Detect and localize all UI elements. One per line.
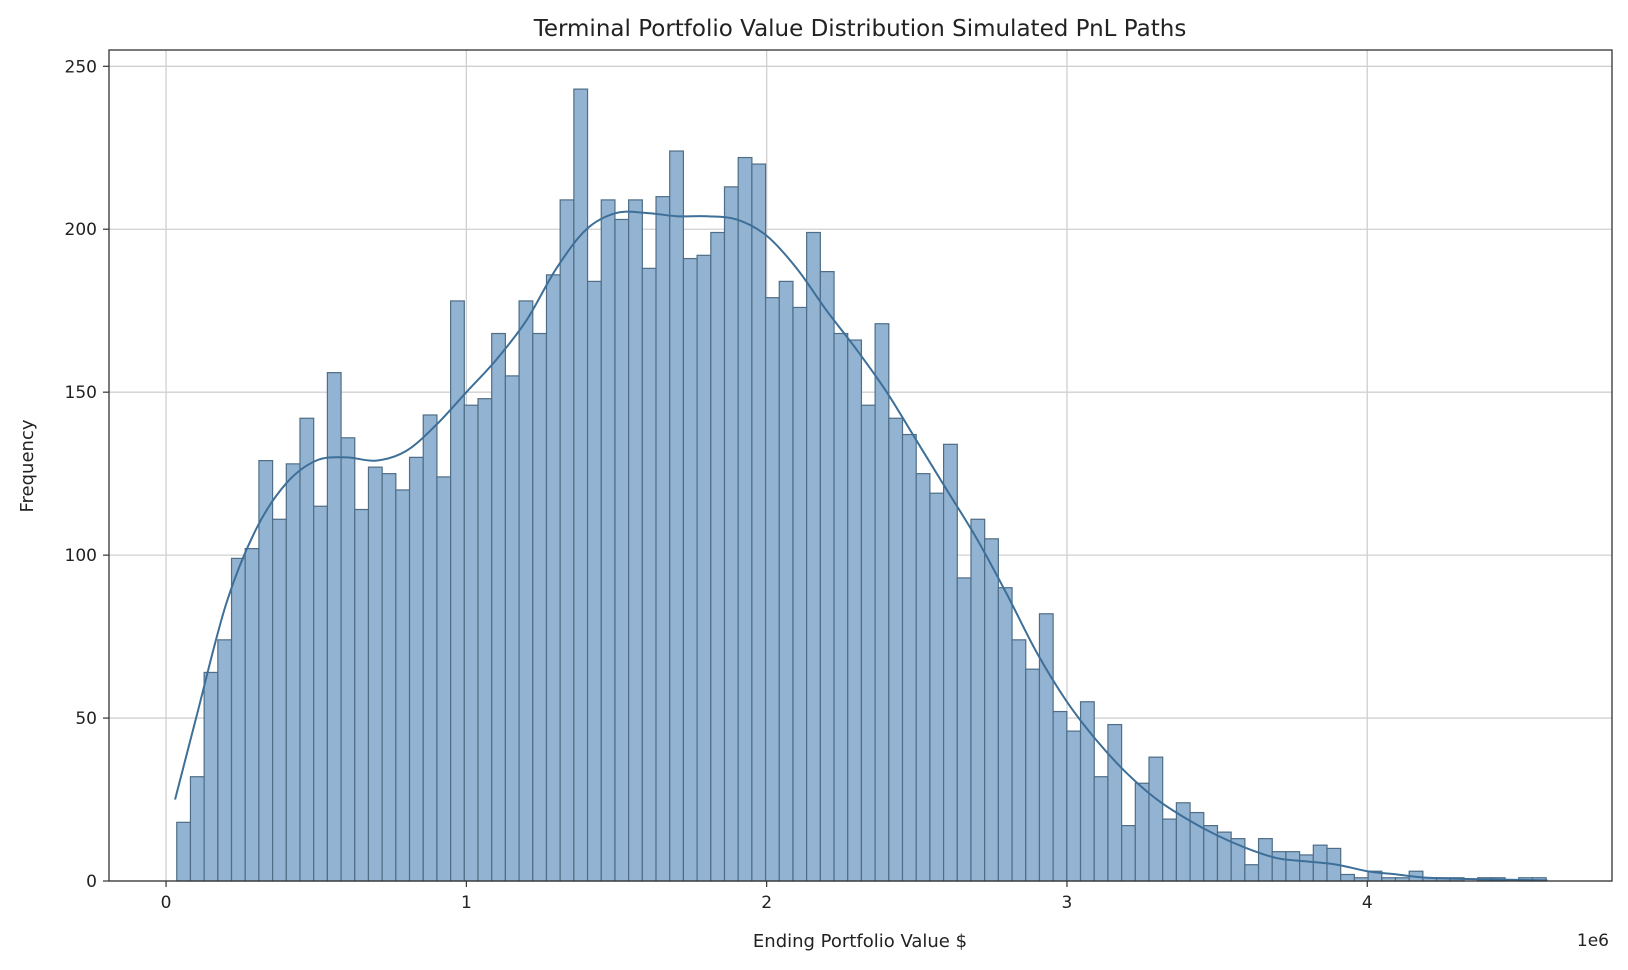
histogram-bar [176,821,192,882]
histogram-bar [504,375,520,882]
histogram-bar [258,460,274,882]
histogram-bar [1066,730,1082,882]
y-tick-label: 250 [65,57,97,77]
histogram-bar [230,557,246,882]
histogram-bar [929,492,945,882]
histogram-bar [285,463,301,882]
x-axis-offset-label: 1e6 [1577,931,1609,951]
histogram-bar [1148,756,1164,882]
histogram-bar [888,417,904,882]
histogram-bar [1093,776,1109,882]
histogram-bar [217,639,233,882]
histogram-bar [1340,873,1356,882]
histogram-bar [847,339,863,882]
y-axis-label: Frequency [17,419,38,512]
y-axis-ticks: 0 50 100 150 200 250 [65,57,109,892]
histogram-bar [381,473,397,882]
chart-title: Terminal Portfolio Value Distribution Si… [533,16,1187,42]
histogram-bar [696,254,712,882]
histogram-bar [1134,782,1150,882]
histogram-bar [641,267,657,882]
kde-curve [174,210,1548,882]
histogram-bar [272,518,287,882]
histogram-bar [367,466,383,882]
y-tick-label: 0 [86,872,97,892]
histogram-bar [1285,851,1301,882]
x-tick-label: 1 [461,893,472,913]
histogram-bar [559,199,575,882]
histogram-bar [1299,854,1314,882]
histogram-bar [189,776,205,882]
histogram-bar [1038,613,1054,882]
histogram-bar [450,300,465,882]
x-axis-label: Ending Portfolio Value $ [753,931,967,952]
x-tick-label: 4 [1362,893,1373,913]
histogram-bar [313,505,328,882]
histogram-bar [628,199,643,882]
histogram-bar [436,476,452,882]
histogram-bar [491,332,506,882]
histogram-bar [997,587,1013,882]
histogram-bar [1025,668,1041,882]
histogram-bar [1011,639,1027,882]
histogram-bar [1271,851,1287,882]
histogram-bar [1107,723,1123,882]
histogram-bar [422,414,438,882]
histogram-bar [669,150,685,882]
histogram-bar [970,518,986,882]
histogram-bar [737,156,753,882]
y-tick-label: 100 [65,546,97,566]
histogram-bar [244,547,260,882]
histogram-bar [518,300,534,882]
histogram-bar [984,538,999,882]
histogram-bar [655,196,671,882]
histogram-bar [723,186,739,882]
histogram-bar [545,274,561,882]
histogram-bar [586,280,602,882]
histogram-bar [532,332,548,882]
histogram-bar [1121,824,1136,882]
histogram-bar [764,297,780,882]
histogram-bar [573,88,589,882]
histogram-bar [395,489,411,882]
histogram-bar [860,404,876,882]
histogram-bar [833,332,849,882]
histogram-bar [600,199,616,882]
histogram-bar [203,671,219,882]
x-tick-label: 0 [161,893,172,913]
histogram-bar [463,404,479,882]
histogram-bar [874,323,890,882]
histogram-bar [477,398,493,882]
histogram-bars [176,88,1547,882]
x-tick-label: 2 [761,893,772,913]
y-tick-label: 200 [65,220,97,240]
histogram-bar [408,456,424,882]
histogram-bar [326,372,342,882]
histogram-bar [682,257,698,882]
histogram-bar [710,231,726,882]
y-tick-label: 150 [65,383,97,403]
histogram-bar [340,437,356,882]
histogram-bar [354,508,370,882]
histogram-bar [614,218,630,882]
x-axis-ticks: 0 1 2 3 4 [161,881,1373,913]
histogram-bar [915,473,931,882]
histogram-bar [1244,864,1260,882]
plot-frame [108,49,1613,882]
histogram-bar [901,433,917,882]
histogram-bar [819,271,835,882]
histogram-bar [299,417,315,882]
histogram-bar [778,280,794,882]
histogram-bar [1257,838,1273,882]
histogram-bar [1162,818,1177,882]
histogram-bar [751,163,767,882]
x-tick-label: 3 [1062,893,1073,913]
histogram-bar [942,443,958,882]
histogram-bar [1052,710,1068,882]
y-tick-label: 50 [75,709,97,729]
histogram-bar [806,231,821,882]
histogram-bar [956,577,972,882]
histogram-bar [792,306,808,882]
